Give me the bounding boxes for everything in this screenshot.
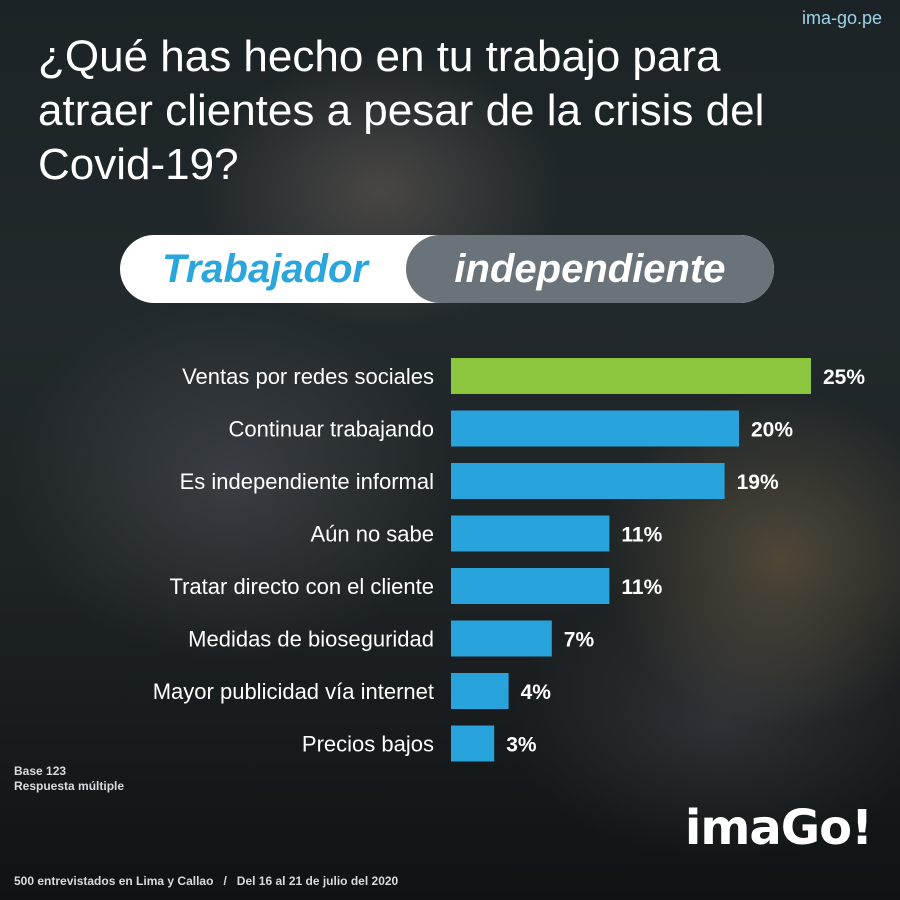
bar	[451, 410, 739, 447]
footer-separator: /	[223, 874, 227, 888]
bar	[451, 568, 610, 604]
bar	[451, 463, 725, 499]
segment-label-worker: Trabajador	[162, 246, 368, 291]
value-label: 11%	[621, 576, 662, 599]
value-label: 19%	[737, 471, 779, 494]
value-label: 4%	[521, 681, 552, 704]
value-label: 3%	[506, 734, 537, 757]
value-label: 25%	[823, 366, 865, 389]
category-label: Medidas de bioseguridad	[188, 627, 434, 652]
category-label: Precios bajos	[302, 732, 434, 757]
category-label: Tratar directo con el cliente	[169, 574, 434, 599]
bar	[451, 620, 552, 657]
site-url[interactable]: ima-go.pe	[801, 8, 882, 28]
category-label: Aún no sabe	[310, 522, 434, 547]
category-label: Continuar trabajando	[229, 417, 434, 442]
category-label: Es independiente informal	[180, 469, 434, 494]
value-label: 20%	[751, 419, 793, 442]
imago-logo: imaGo!	[684, 800, 873, 856]
response-type-note: Respuesta múltiple	[14, 779, 125, 793]
category-label: Mayor publicidad vía internet	[153, 679, 434, 704]
footer-source: 500 entrevistados en Lima y Callao / Del…	[14, 874, 398, 888]
footer-sample: 500 entrevistados en Lima y Callao	[14, 874, 214, 888]
page-title: ¿Qué has hecho en tu trabajo para atraer…	[38, 32, 765, 189]
bar	[451, 673, 509, 709]
category-label: Ventas por redes sociales	[182, 364, 434, 389]
base-note: Base 123	[14, 764, 67, 778]
value-label: 7%	[564, 629, 595, 652]
bar-chart: Ventas por redes sociales 25% Continuar tr…	[153, 358, 865, 762]
segment-pill: Trabajador independiente	[120, 235, 774, 303]
segment-label-independent: independiente	[406, 235, 774, 303]
bar	[451, 725, 495, 762]
footer-dates: Del 16 al 21 de julio del 2020	[236, 874, 399, 888]
bar	[451, 515, 610, 552]
bar	[451, 358, 811, 394]
value-label: 11%	[621, 524, 662, 547]
